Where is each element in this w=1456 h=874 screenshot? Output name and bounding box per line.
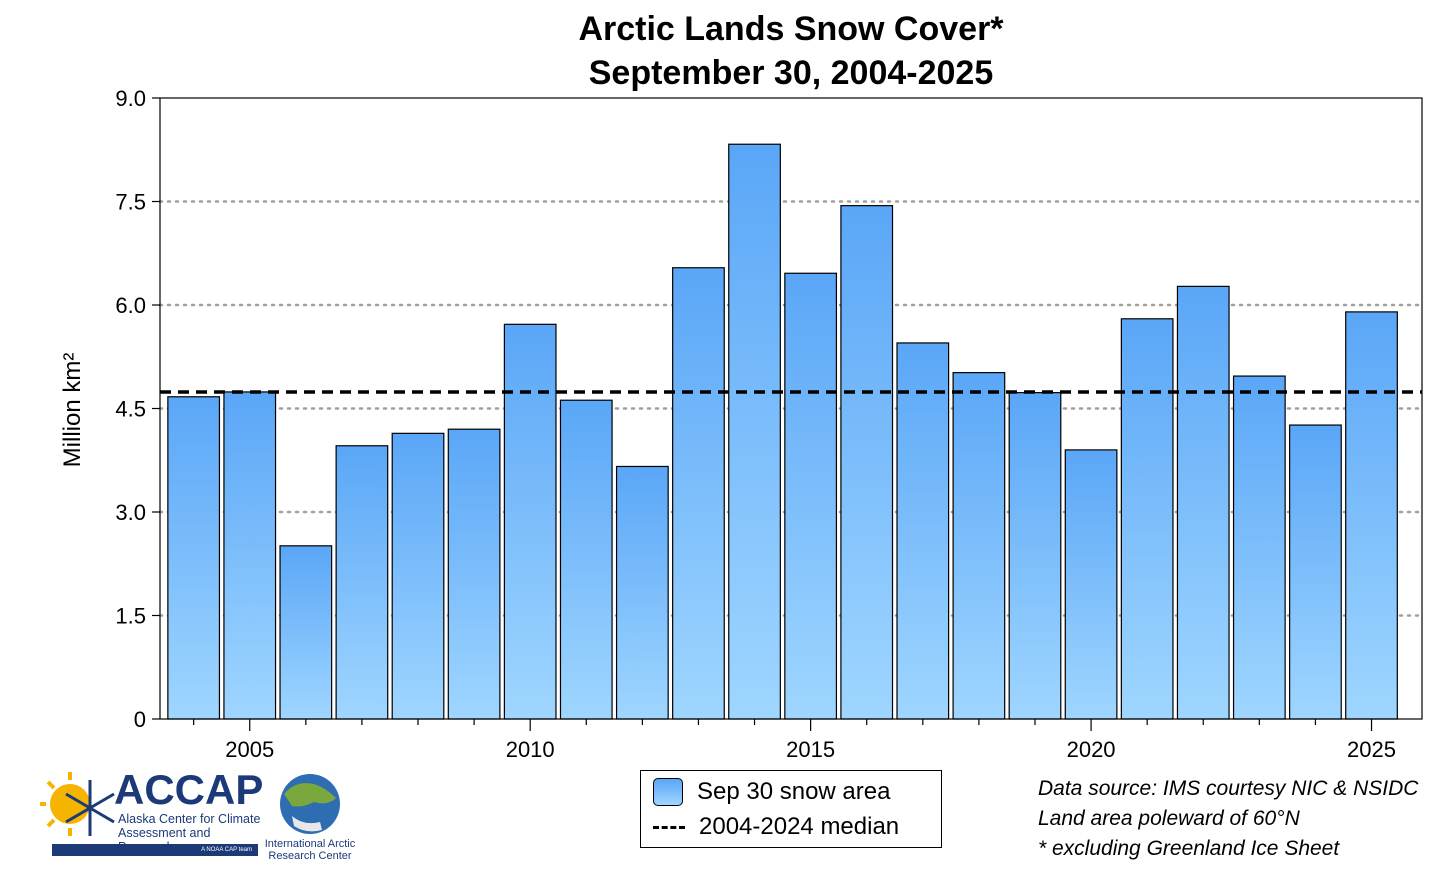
legend-label-bars: Sep 30 snow area: [697, 778, 891, 805]
x-tick-label: 2020: [1067, 737, 1116, 762]
bar-2004: [167, 396, 221, 720]
bar-2015: [784, 272, 838, 720]
bar-2008: [391, 432, 445, 720]
source-notes: Data source: IMS courtesy NIC & NSIDC La…: [1038, 774, 1418, 864]
iarc-line-1: International Arctic: [264, 838, 356, 850]
iarc-logo: International Arctic Research Center: [262, 772, 358, 864]
bar-2016: [840, 205, 894, 720]
globe-icon: [280, 774, 340, 834]
bar-2011: [559, 399, 613, 720]
bar-2007: [335, 445, 389, 720]
legend: Sep 30 snow area 2004-2024 median: [640, 770, 942, 848]
bar-2012: [615, 465, 669, 720]
y-tick-label: 3.0: [115, 500, 146, 525]
bar-2018: [952, 372, 1006, 720]
iarc-name: International Arctic Research Center: [262, 838, 358, 862]
y-axis-label: Million km²: [59, 353, 86, 468]
bar-2017: [896, 342, 950, 720]
note-line-1: Data source: IMS courtesy NIC & NSIDC: [1038, 777, 1419, 800]
sun-snowflake-icon: [40, 772, 115, 836]
bar-2022: [1176, 285, 1230, 720]
accap-tagline: A NOAA CAP team: [52, 844, 258, 856]
chart-title: Arctic Lands Snow Cover*: [578, 10, 1004, 48]
bar-2025: [1345, 311, 1398, 720]
x-tick-label: 2010: [506, 737, 555, 762]
bar-2019: [1008, 392, 1062, 720]
y-tick-label: 1.5: [115, 604, 146, 629]
legend-item-median: 2004-2024 median: [653, 811, 899, 843]
y-tick-label: 6.0: [115, 293, 146, 318]
bar-2023: [1232, 375, 1286, 720]
accap-name: ACCAP: [114, 766, 264, 813]
bar-2013: [672, 267, 725, 720]
note-line-3: * excluding Greenland Ice Sheet: [1038, 837, 1340, 860]
bar-2024: [1289, 424, 1342, 720]
x-tick-label: 2005: [225, 737, 274, 762]
y-tick-label: 7.5: [115, 190, 146, 215]
bar-2021: [1120, 318, 1174, 720]
accap-sub1: Alaska Center for Climate: [118, 812, 261, 826]
legend-swatch-median: [653, 825, 685, 829]
x-tick-label: 2015: [786, 737, 835, 762]
y-tick-label: 9.0: [115, 86, 146, 111]
x-tick-label: 2025: [1347, 737, 1396, 762]
iarc-line-2: Research Center: [268, 850, 352, 862]
legend-item-bars: Sep 30 snow area: [653, 776, 890, 808]
chart-subtitle: September 30, 2004-2025: [588, 54, 994, 92]
legend-swatch-bar: [653, 778, 683, 806]
y-tick-label: 4.5: [115, 397, 146, 422]
y-tick-label: 0: [134, 707, 146, 732]
bar-2005: [223, 391, 277, 720]
bar-2006: [279, 545, 333, 720]
bar-2009: [447, 428, 501, 720]
note-line-2: Land area poleward of 60°N: [1038, 807, 1300, 830]
bar-2014: [728, 143, 781, 720]
bar-2020: [1064, 449, 1118, 720]
bar-2010: [503, 323, 557, 720]
legend-label-median: 2004-2024 median: [699, 813, 900, 840]
accap-logo: ACCAP Alaska Center for Climate Assessme…: [40, 766, 272, 858]
